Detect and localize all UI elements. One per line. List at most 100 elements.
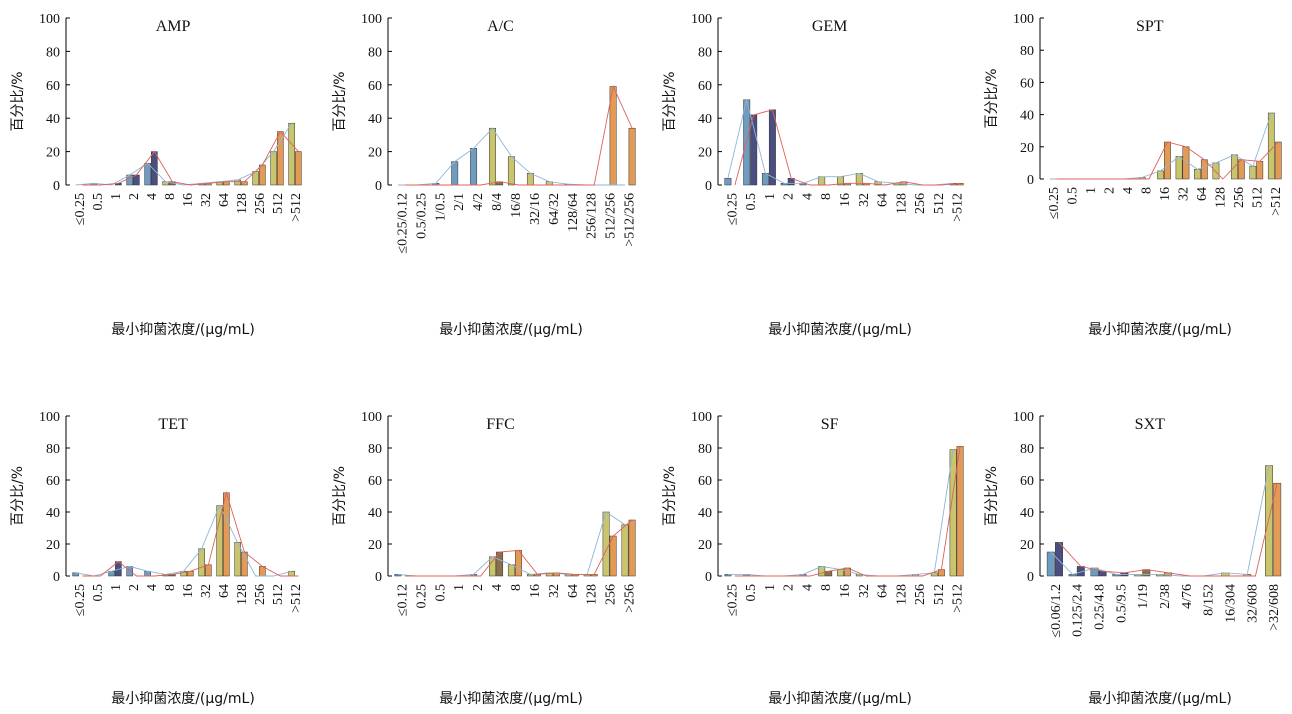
y-tick-label: 40 [46,112,60,127]
y-tick-label: 20 [698,146,712,161]
x-tick-label: 512 [1250,187,1265,208]
chart-panel-ffc: 0 20 40 60 80 100 百分比/% FFC ≤0.12 0.25 0.5 1 2 4 8 16 32… [332,410,638,707]
x-tick-label: 32 [1177,187,1192,201]
bar-s2-12 [628,519,636,577]
x-tick-label: 4 [1121,187,1136,194]
x-tick-label: 64 [1195,187,1210,201]
bar-s1-0 [1046,551,1055,577]
x-axis-title: 最小抑菌浓度/(μg/mL) [1088,691,1232,707]
y-tick-label: 0 [705,570,712,585]
x-tick-label: ≤0.25/0.12 [396,193,411,254]
bar-s2-10 [1273,482,1282,577]
x-tick-label: 64/32 [547,193,562,225]
trend-line-s1 [1050,465,1270,577]
x-tick-label: ≤0.06/1.2 [1049,584,1064,638]
x-tick-label: 128/64 [566,193,581,232]
bar-s1-7 [1175,156,1183,180]
bar-s2-12 [1274,141,1282,180]
x-tick-label: 16 [838,193,853,207]
x-tick-label: 128 [894,584,909,605]
x-tick-label: 0.5 [744,193,759,211]
y-tick-label: 60 [698,79,712,94]
y-tick-label: 80 [1020,44,1034,59]
x-axis-title: 最小抑菌浓度/(μg/mL) [111,691,255,707]
x-tick-label: 256 [253,584,268,605]
x-tick-label: 4/76 [1180,584,1195,609]
y-axis-title: 百分比/% [10,466,26,526]
bar-s2-7 [205,564,212,577]
x-tick-label: 0.25/4.8 [1093,584,1108,630]
bar-s1-2 [761,173,769,186]
bar-s1-5 [489,556,496,577]
x-tick-label: 128 [235,193,250,214]
x-tick-label: 4 [145,193,160,200]
bar-s1-12 [621,524,629,577]
y-tick-label: 60 [46,474,60,489]
x-tick-label: 8 [163,584,178,591]
y-tick-label: 80 [698,45,712,60]
bar-s2-2 [1098,570,1107,577]
y-tick-label: 80 [368,442,382,457]
x-tick-label: 1 [109,193,124,200]
bar-s1-10 [1265,465,1273,577]
x-tick-label: 0.5 [91,193,106,211]
panel-title: GEM [812,18,848,35]
x-tick-label: 8 [819,584,834,591]
y-tick-label: 0 [375,570,382,585]
trend-line-s2 [405,519,633,577]
panel-title: A/C [487,18,514,35]
chart-panel-a-c: 0 20 40 60 80 100 百分比/% A/C ≤0.25/0.12 0.5/0.25 1/… [332,12,638,338]
y-tick-label: 60 [698,474,712,489]
y-axis-title: 百分比/% [662,71,678,131]
bar-s1-11 [270,151,277,186]
y-tick-label: 0 [53,570,60,585]
x-tick-label: 32 [857,584,872,598]
x-axis-title: 最小抑菌浓度/(μg/mL) [439,691,583,707]
bar-s1-4 [144,163,151,186]
x-tick-label: 32 [547,584,562,598]
x-tick-label: 256 [253,193,268,214]
bar-s1-6 [507,156,515,186]
x-tick-label: 8/4 [490,193,505,211]
x-tick-label: 4 [801,584,816,591]
x-axis-title: 最小抑菌浓度/(μg/mL) [111,322,255,338]
x-tick-label: 4 [490,584,505,591]
y-tick-label: 60 [1020,76,1034,91]
bar-s1-7 [198,548,205,577]
x-tick-label: 512 [932,193,947,214]
y-tick-label: 20 [698,538,712,553]
x-tick-label: 256 [913,193,928,214]
x-tick-label: 256 [604,584,619,605]
bar-s1-3 [451,161,459,186]
panel-title: SXT [1135,416,1165,433]
x-tick-label: 256/128 [585,193,600,239]
x-tick-label: 0.125/2.4 [1071,584,1086,637]
x-tick-label: 8 [819,193,834,200]
bar-s1-8 [216,505,223,577]
x-tick-label: 64 [876,584,891,598]
bar-s2-12 [956,446,964,577]
bar-s2-12 [956,183,964,186]
x-tick-label: 16 [838,584,853,598]
x-tick-label: 0.5 [744,584,759,602]
y-tick-label: 60 [1020,474,1034,489]
y-tick-label: 0 [1027,570,1034,585]
x-tick-label: >256 [623,584,638,613]
x-tick-label: 512 [271,584,286,605]
panel-title: SPT [1136,18,1164,35]
x-tick-label: 256 [1232,187,1247,208]
y-tick-label: 20 [368,538,382,553]
trend-line-s2 [1058,483,1278,577]
x-tick-label: >512 [951,584,966,613]
trend-line-s1 [75,504,292,577]
x-tick-label: 16 [181,584,196,598]
x-tick-label: >512 [289,193,304,222]
x-tick-label: 1/19 [1136,584,1151,609]
x-tick-label: 8 [1140,187,1155,194]
x-tick-label: >32/608 [1267,584,1282,631]
y-axis-title: 百分比/% [332,71,348,131]
x-tick-label: 16/8 [509,193,524,218]
x-tick-label: 128 [894,193,909,214]
x-tick-label: ≤0.25 [73,193,88,225]
bar-s1-11 [1249,165,1257,180]
